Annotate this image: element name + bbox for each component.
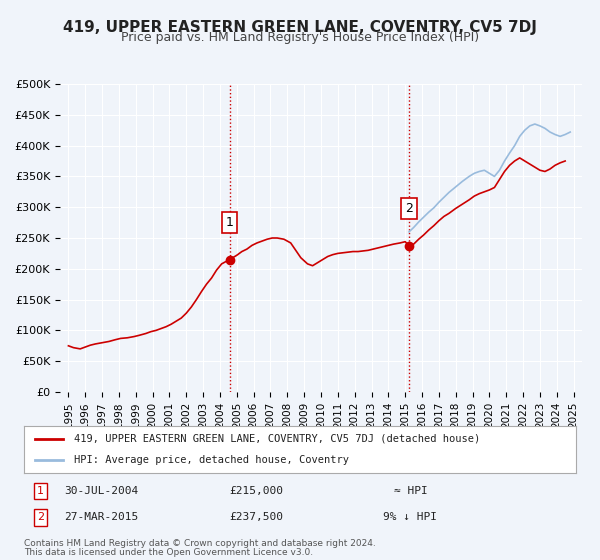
Text: This data is licensed under the Open Government Licence v3.0.: This data is licensed under the Open Gov… bbox=[24, 548, 313, 557]
Text: Contains HM Land Registry data © Crown copyright and database right 2024.: Contains HM Land Registry data © Crown c… bbox=[24, 539, 376, 548]
Text: 2: 2 bbox=[405, 202, 413, 215]
Text: 419, UPPER EASTERN GREEN LANE, COVENTRY, CV5 7DJ: 419, UPPER EASTERN GREEN LANE, COVENTRY,… bbox=[63, 20, 537, 35]
Text: 419, UPPER EASTERN GREEN LANE, COVENTRY, CV5 7DJ (detached house): 419, UPPER EASTERN GREEN LANE, COVENTRY,… bbox=[74, 434, 480, 444]
Text: £215,000: £215,000 bbox=[229, 486, 283, 496]
Text: ≈ HPI: ≈ HPI bbox=[394, 486, 427, 496]
Text: £237,500: £237,500 bbox=[229, 512, 283, 522]
Text: 9% ↓ HPI: 9% ↓ HPI bbox=[383, 512, 437, 522]
Text: 30-JUL-2004: 30-JUL-2004 bbox=[64, 486, 139, 496]
Text: 1: 1 bbox=[37, 486, 44, 496]
Text: Price paid vs. HM Land Registry's House Price Index (HPI): Price paid vs. HM Land Registry's House … bbox=[121, 31, 479, 44]
Text: HPI: Average price, detached house, Coventry: HPI: Average price, detached house, Cove… bbox=[74, 455, 349, 465]
Text: 27-MAR-2015: 27-MAR-2015 bbox=[64, 512, 139, 522]
Text: 2: 2 bbox=[37, 512, 44, 522]
Text: 1: 1 bbox=[226, 216, 233, 229]
